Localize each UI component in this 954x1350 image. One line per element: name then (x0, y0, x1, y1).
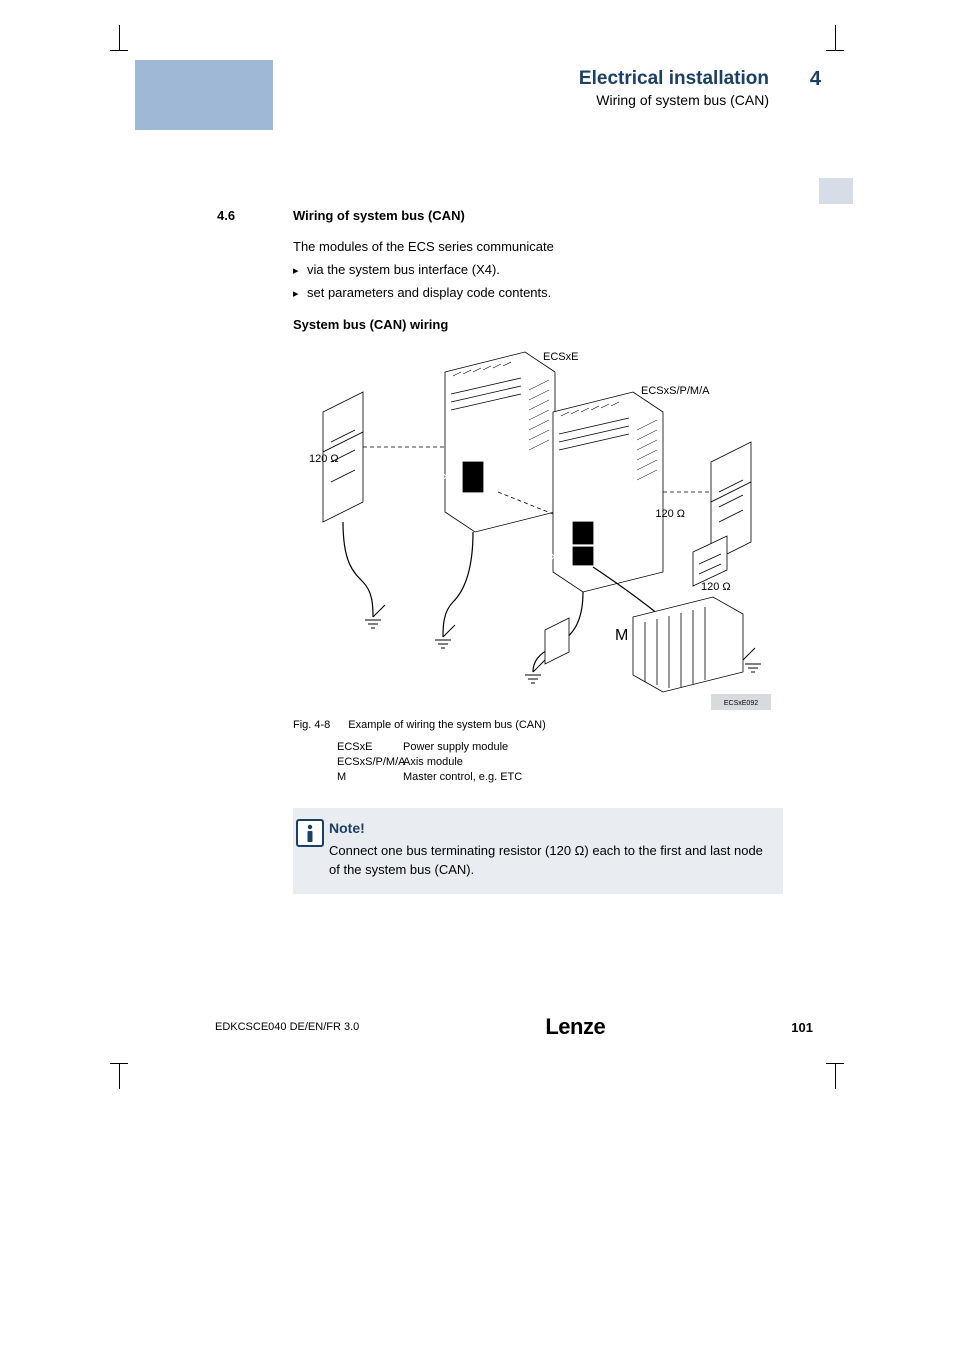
sub-heading: System bus (CAN) wiring (293, 316, 819, 334)
legend-key: M (293, 770, 403, 785)
legend-row: ECSxS/P/M/AAxis module (293, 755, 819, 770)
page-number: 101 (791, 1020, 813, 1035)
wiring-diagram: ECSxE092 120 Ω (293, 342, 773, 712)
note-box: Note! Connect one bus terminating resist… (293, 808, 783, 894)
header-subtitle: Wiring of system bus (CAN) (579, 92, 769, 108)
header-accent-block (135, 60, 273, 130)
crop-mark (110, 50, 128, 68)
ecsxspma-label: ECSxS/P/M/A (641, 385, 710, 397)
legend-value: Axis module (403, 755, 463, 770)
legend-key: ECSxS/P/M/A (293, 755, 403, 770)
x4-label-2: X4 (555, 529, 566, 539)
bullet-text: via the system bus interface (X4). (307, 262, 500, 277)
page-header: Electrical installation Wiring of system… (135, 60, 819, 130)
x14-label: X14 (551, 552, 567, 562)
r120-label-2b: 120 Ω (655, 508, 685, 520)
note-title: Note! (329, 818, 769, 838)
figure-label: Fig. 4-8 (293, 718, 330, 733)
crop-mark (826, 50, 844, 68)
doc-id: EDKCSCE040 DE/EN/FR 3.0 (215, 1021, 359, 1033)
figure-caption: Fig. 4-8 Example of wiring the system bu… (293, 718, 819, 733)
side-tab (819, 178, 853, 204)
x4-label-1: X4 (443, 472, 454, 482)
crop-mark (826, 1046, 844, 1064)
legend-value: Power supply module (403, 740, 508, 755)
body-content: The modules of the ECS series communicat… (293, 238, 819, 894)
section-number: 4.6 (217, 208, 235, 223)
legend-row: ECSxEPower supply module (293, 740, 819, 755)
bullet-list: via the system bus interface (X4). set p… (293, 261, 819, 302)
intro-text: The modules of the ECS series communicat… (293, 238, 819, 256)
section-title: Wiring of system bus (CAN) (293, 208, 465, 223)
chapter-number: 4 (810, 68, 821, 91)
ecsxe-label: ECSxE (543, 351, 578, 363)
bullet-item: via the system bus interface (X4). (293, 261, 819, 279)
legend-key: ECSxE (293, 740, 403, 755)
note-content: Note! Connect one bus terminating resist… (325, 808, 783, 894)
header-title: Electrical installation (579, 68, 769, 90)
figure-caption-text: Example of wiring the system bus (CAN) (348, 718, 545, 733)
page-footer: EDKCSCE040 DE/EN/FR 3.0 Lenze 101 (135, 1014, 819, 1040)
brand-logo: Lenze (359, 1014, 791, 1040)
info-icon (293, 808, 325, 894)
note-body: Connect one bus terminating resistor (12… (329, 842, 769, 880)
legend-row: MMaster control, e.g. ETC (293, 770, 819, 785)
m-label: M (615, 627, 628, 644)
header-text: Electrical installation Wiring of system… (579, 68, 769, 108)
bullet-item: set parameters and display code contents… (293, 284, 819, 302)
figure-code: ECSxE092 (724, 700, 758, 707)
r120-label-3: 120 Ω (701, 581, 731, 593)
legend-value: Master control, e.g. ETC (403, 770, 522, 785)
r120-label-1: 120 Ω (309, 453, 339, 465)
crop-mark (110, 1046, 128, 1064)
figure-legend: ECSxEPower supply module ECSxS/P/M/AAxis… (293, 740, 819, 786)
bullet-text: set parameters and display code contents… (307, 285, 551, 300)
page: Electrical installation Wiring of system… (135, 60, 819, 1050)
